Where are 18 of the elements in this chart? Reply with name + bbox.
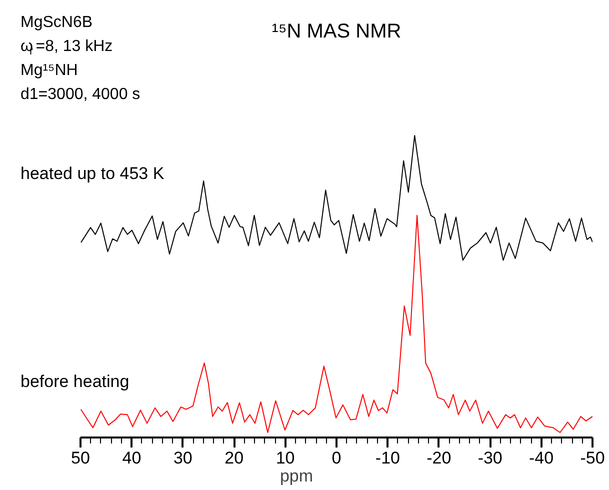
x-tick-label: 50 — [71, 448, 90, 468]
text: d1=3000, 4000 s — [20, 86, 140, 103]
x-tick-label: 30 — [173, 448, 192, 468]
x-tick-label: 10 — [276, 448, 295, 468]
x-tick-label: -10 — [375, 448, 400, 468]
x-tick-label: 0 — [332, 448, 342, 468]
text: Mg¹⁵NH — [20, 62, 78, 79]
x-tick-label: 40 — [122, 448, 142, 468]
x-tick-label: 20 — [224, 448, 244, 468]
text: MgScN6B — [20, 14, 93, 31]
x-tick-label: -20 — [426, 448, 452, 468]
x-tick-label: -50 — [580, 448, 605, 468]
x-tick-label: -40 — [529, 448, 554, 468]
chart-title: ¹⁵N MAS NMR — [272, 20, 402, 42]
series-label: before heating — [20, 372, 130, 391]
x-tick-label: -30 — [478, 448, 502, 468]
text: heated up to 453 K — [20, 164, 165, 183]
x-axis-title: ppm — [280, 466, 314, 486]
